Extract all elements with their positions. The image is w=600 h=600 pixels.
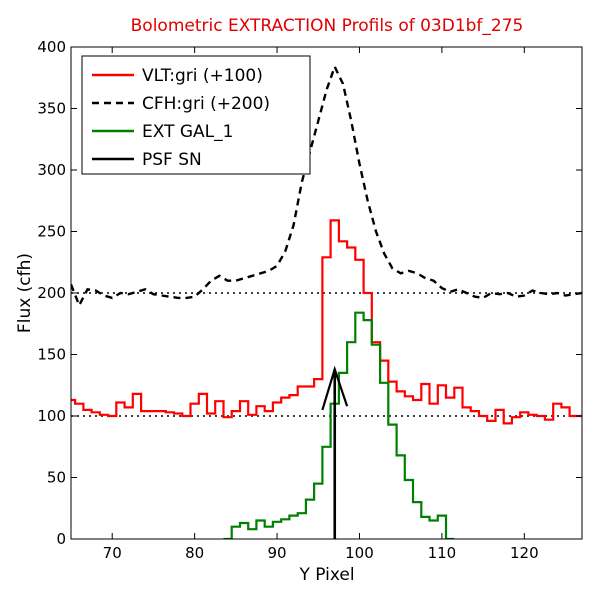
y-tick-label: 50 — [47, 469, 66, 487]
y-tick-label: 300 — [37, 161, 66, 179]
legend-label: VLT:gri (+100) — [142, 66, 263, 86]
chart-title: Bolometric EXTRACTION Profils of 03D1bf_… — [131, 16, 524, 36]
x-tick-label: 120 — [510, 544, 539, 562]
y-axis-ticks: 0 50 100 150 200 250 300 350 400 — [37, 38, 582, 548]
series-line-ext-gal-1 — [223, 311, 455, 539]
y-tick-label: 100 — [37, 407, 66, 425]
y-tick-label: 150 — [37, 346, 66, 364]
series-layer — [71, 63, 582, 539]
y-tick-label: 250 — [37, 223, 66, 241]
reference-lines — [71, 292, 582, 417]
x-tick-label: 110 — [428, 544, 457, 562]
y-tick-label: 400 — [37, 38, 66, 56]
x-tick-label: 90 — [268, 544, 287, 562]
legend-label: EXT GAL_1 — [142, 122, 233, 142]
legend-label: PSF SN — [142, 150, 202, 170]
x-axis-label: Y Pixel — [298, 565, 354, 585]
y-tick-label: 200 — [37, 284, 66, 302]
y-tick-label: 0 — [56, 530, 66, 548]
x-axis-ticks: 70 80 90 100 110 120 — [103, 47, 539, 562]
series-line-cfh-gri-200 — [71, 63, 582, 309]
legend-label: CFH:gri (+200) — [142, 94, 270, 114]
series-line-vlt-gri-100 — [71, 219, 582, 425]
y-tick-label: 350 — [37, 100, 66, 118]
x-tick-label: 100 — [345, 544, 374, 562]
x-tick-label: 70 — [103, 544, 122, 562]
x-tick-label: 80 — [185, 544, 204, 562]
legend: VLT:gri (+100) CFH:gri (+200) EXT GAL_1 PSF… — [81, 55, 311, 175]
y-axis-label: Flux (cfh) — [15, 253, 35, 333]
